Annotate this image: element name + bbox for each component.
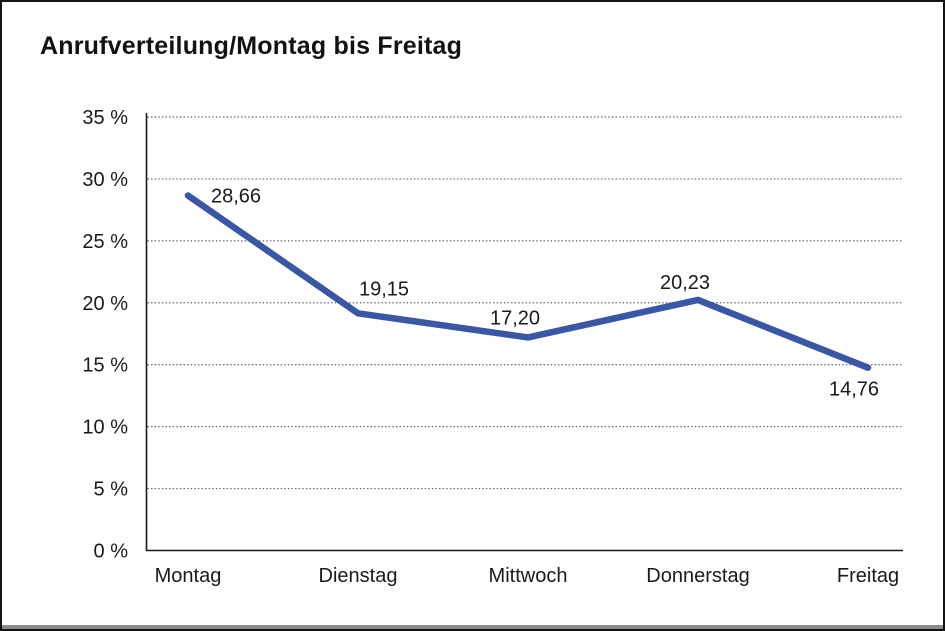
x-category-label-mittwoch: Mittwoch xyxy=(489,565,568,587)
x-category-label-donnerstag: Donnerstag xyxy=(646,565,749,587)
y-tick-label-15: 15 % xyxy=(82,355,128,377)
data-label-dienstag: 19,15 xyxy=(359,278,409,300)
x-category-label-dienstag: Dienstag xyxy=(319,565,398,587)
x-category-label-freitag: Freitag xyxy=(837,565,899,587)
chart-title: Anrufverteilung/Montag bis Freitag xyxy=(40,32,463,60)
bottom-shadow-bar xyxy=(2,625,943,629)
data-label-donnerstag: 20,23 xyxy=(660,272,710,294)
x-category-label-montag: Montag xyxy=(155,565,222,587)
y-tick-label-25: 25 % xyxy=(82,231,128,253)
data-label-freitag: 14,76 xyxy=(829,379,879,401)
series-line-anrufverteilung xyxy=(184,192,872,371)
y-tick-label-0: 0 % xyxy=(94,541,129,563)
data-label-mittwoch: 17,20 xyxy=(490,307,540,329)
y-tick-label-10: 10 % xyxy=(82,417,128,439)
y-tick-label-35: 35 % xyxy=(82,107,128,129)
y-tick-label-30: 30 % xyxy=(82,169,128,191)
y-tick-label-20: 20 % xyxy=(82,293,128,315)
data-label-montag: 28,66 xyxy=(211,186,261,208)
y-tick-label-5: 5 % xyxy=(94,479,129,501)
